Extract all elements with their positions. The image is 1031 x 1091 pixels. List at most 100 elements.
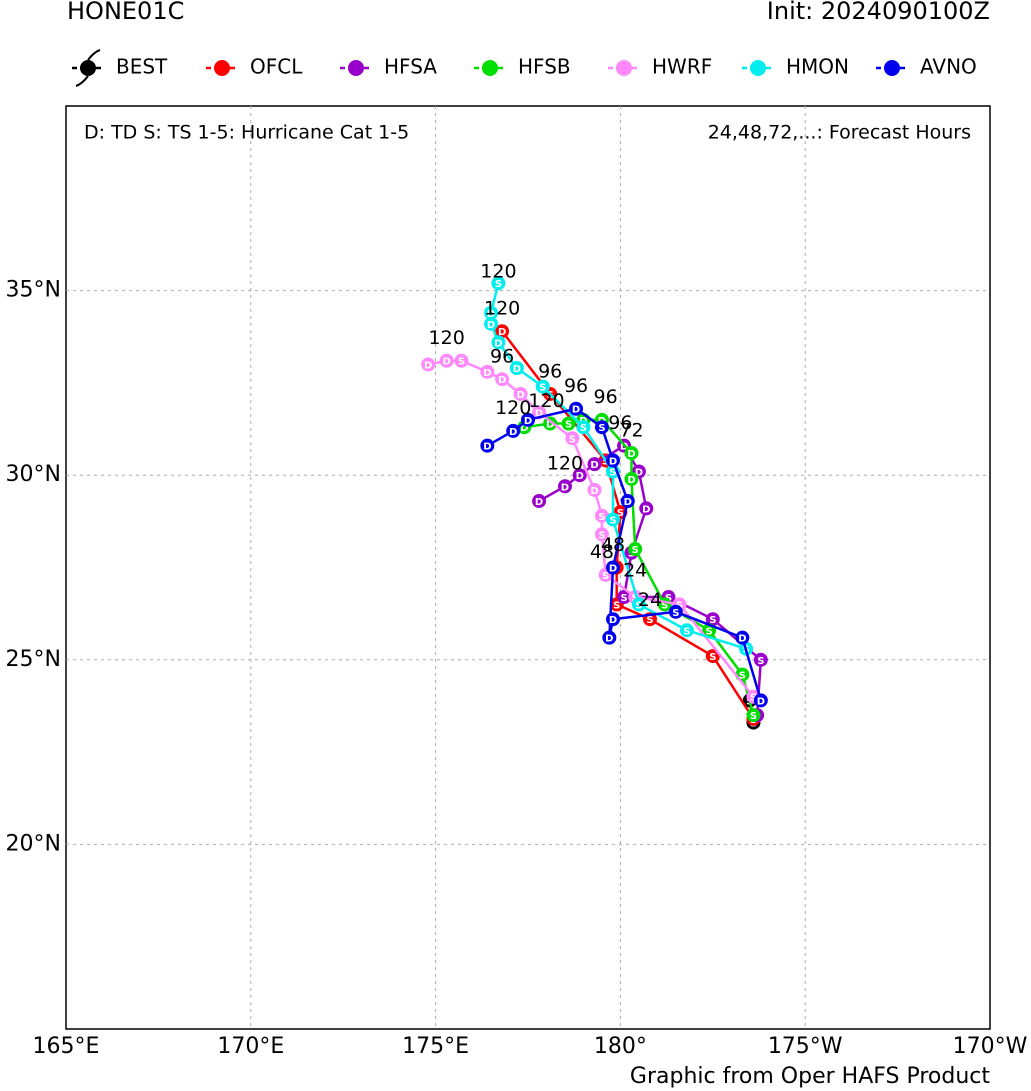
legend-marker <box>616 60 632 76</box>
track-marker <box>532 494 547 509</box>
legend-label: BEST <box>116 55 168 79</box>
forecast-hour-label: 24 <box>638 589 662 611</box>
track-marker <box>606 560 621 575</box>
marker-label: S <box>709 652 716 663</box>
legend-label: HFSB <box>518 55 571 79</box>
marker-label: D <box>738 634 746 645</box>
marker-label: D <box>561 482 569 493</box>
track-marker <box>557 479 572 494</box>
x-tick-label: 165°E <box>33 1034 100 1059</box>
track-line <box>538 443 763 716</box>
x-tick-label: 175°E <box>402 1034 469 1059</box>
track-marker <box>606 612 621 627</box>
forecast-hour-label: 120 <box>547 453 583 475</box>
x-tick-label: 170°W <box>953 1034 1028 1059</box>
track-marker <box>495 372 510 387</box>
track-marker <box>620 494 635 509</box>
track-marker <box>705 612 720 627</box>
forecast-hour-label: 120 <box>528 390 564 412</box>
track-marker <box>521 412 535 427</box>
track-marker <box>602 630 617 645</box>
marker-label: D <box>609 456 617 467</box>
track-marker <box>484 316 499 331</box>
marker-label: D <box>627 449 635 460</box>
track-marker <box>668 604 683 619</box>
marker-label: D <box>424 360 432 371</box>
legend-marker <box>482 60 498 76</box>
track-marker <box>746 708 761 723</box>
forecast-hour-label: 48 <box>601 534 625 556</box>
marker-label: S <box>565 420 572 431</box>
marker-label: D <box>494 338 502 349</box>
marker-label: D <box>535 408 543 419</box>
marker-label: S <box>709 615 716 626</box>
track-marker <box>480 364 495 379</box>
marker-label: D <box>516 390 524 401</box>
y-tick-label: 20°N <box>6 831 61 856</box>
track-line <box>427 359 755 698</box>
forecast-hour-label: 96 <box>608 412 632 434</box>
marker-label: D <box>624 497 632 508</box>
marker-label: S <box>757 656 764 667</box>
forecast-hour-label: 96 <box>538 360 562 382</box>
track-marker <box>753 652 768 667</box>
legend-marker <box>750 60 766 76</box>
y-tick-label: 25°N <box>6 647 61 672</box>
track-marker <box>572 468 587 483</box>
note-right: 24,48,72,...: Forecast Hours <box>708 122 971 144</box>
note-left: D: TD S: TS 1-5: Hurricane Cat 1-5 <box>84 122 409 144</box>
marker-label: S <box>672 608 679 619</box>
marker-label: D <box>524 416 532 427</box>
track-marker <box>587 482 602 497</box>
marker-label: D <box>443 357 451 368</box>
marker-label: S <box>458 357 465 368</box>
marker-label: S <box>613 600 620 611</box>
marker-label: D <box>590 486 598 497</box>
marker-label: S <box>632 545 639 556</box>
y-tick-label: 30°N <box>6 462 61 487</box>
marker-label: S <box>635 600 642 611</box>
legend-label: HMON <box>786 55 849 79</box>
track-marker <box>421 357 436 372</box>
track-marker <box>491 276 506 291</box>
legend-hurricane-icon <box>75 49 101 87</box>
marker-label: S <box>598 530 605 541</box>
marker-label: D <box>609 615 617 626</box>
marker-label: S <box>602 571 609 582</box>
track-marker <box>624 446 639 461</box>
marker-label: S <box>609 516 616 527</box>
marker-label: D <box>609 564 617 575</box>
track-marker <box>587 457 602 472</box>
track-marker <box>735 630 750 645</box>
marker-label: D <box>627 475 635 486</box>
marker-label: D <box>498 375 506 386</box>
x-tick-label: 180° <box>594 1034 647 1059</box>
marker-label: S <box>661 600 668 611</box>
marker-label: S <box>495 279 502 290</box>
legend-marker <box>348 60 364 76</box>
marker-label: D <box>605 634 613 645</box>
marker-label: D <box>620 442 628 453</box>
marker-label: D <box>509 427 517 438</box>
forecast-hour-label: 72 <box>619 419 643 441</box>
marker-label: D <box>642 504 650 515</box>
track-marker <box>617 590 632 605</box>
forecast-hour-label: 48 <box>590 541 614 563</box>
marker-label: S <box>750 693 757 704</box>
track-marker <box>606 453 621 468</box>
track-marker <box>639 501 654 516</box>
forecast-hour-label: 24 <box>623 560 647 582</box>
marker-label: S <box>598 512 605 523</box>
track-marker <box>628 542 643 557</box>
chart-subtitle: Init: 2024090100Z <box>767 0 990 25</box>
track-marker <box>480 438 495 453</box>
marker-label: S <box>569 434 576 445</box>
legend-marker <box>214 60 230 76</box>
forecast-hour-label: 96 <box>594 386 618 408</box>
track-marker <box>513 386 528 401</box>
track-marker <box>439 353 454 368</box>
marker-label: S <box>706 626 713 637</box>
marker-label: D <box>590 460 598 471</box>
track-marker <box>535 379 550 394</box>
marker-label: D <box>635 468 643 479</box>
